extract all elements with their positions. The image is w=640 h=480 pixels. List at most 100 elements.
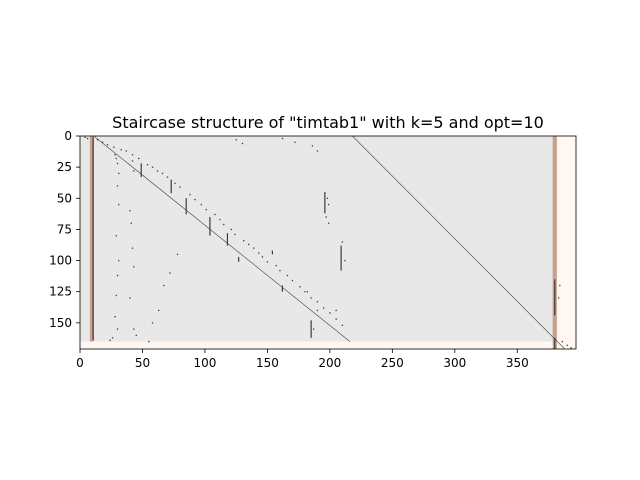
nonzero-point-46 [118,172,120,175]
nonzero-point-69 [163,284,165,287]
nonzero-point-73 [241,142,244,145]
nonzero-point-92 [566,344,568,346]
nonzero-point-42 [341,324,344,327]
nonzero-point-84 [306,291,309,293]
nonzero-point-24 [230,228,232,231]
y-tick-label-50: 50 [57,191,72,205]
nonzero-point-88 [335,309,337,312]
x-tick-label-150: 150 [256,356,279,370]
nonzero-point-91 [561,340,563,343]
nonzero-point-80 [325,216,327,218]
nonzero-point-13 [161,172,164,175]
chart-title: Staircase structure of "timtab1" with k=… [112,113,544,132]
nonzero-point-35 [291,279,294,282]
x-tick-label-250: 250 [381,356,404,370]
nonzero-point-27 [248,243,250,246]
nonzero-point-9 [138,157,140,160]
nonzero-point-37 [304,291,306,293]
nonzero-point-23 [223,223,225,226]
nonzero-point-45 [116,162,119,165]
nonzero-point-49 [115,235,117,237]
x-tick-label-350: 350 [506,356,529,370]
nonzero-point-50 [118,259,120,262]
nonzero-point-33 [279,269,281,272]
nonzero-point-58 [133,170,135,172]
nonzero-point-66 [148,340,150,343]
nonzero-point-43 [114,154,116,156]
nonzero-point-93 [570,347,572,349]
nonzero-point-82 [341,241,344,243]
nonzero-point-81 [328,222,330,224]
nonzero-point-6 [120,149,122,151]
nonzero-point-1 [86,137,89,140]
nonzero-point-25 [234,233,236,236]
nonzero-point-20 [205,208,207,211]
nonzero-point-39 [323,307,325,309]
nonzero-point-3 [101,141,104,143]
x-tick-label-300: 300 [443,356,466,370]
y-tick-label-125: 125 [49,285,72,299]
nonzero-point-76 [311,145,314,147]
nonzero-point-52 [115,294,117,297]
nonzero-point-18 [194,198,196,201]
nonzero-point-44 [115,157,117,160]
nonzero-point-65 [135,334,137,336]
nonzero-point-32 [275,264,277,267]
nonzero-point-54 [116,328,119,330]
y-tick-label-0: 0 [64,129,72,143]
nonzero-point-60 [130,222,132,224]
nonzero-point-68 [158,309,160,312]
nonzero-point-47 [116,185,119,187]
nonzero-point-0 [84,136,86,138]
nonzero-point-72 [235,139,237,141]
nonzero-point-63 [129,297,131,299]
nonzero-point-90 [557,297,560,299]
nonzero-point-41 [335,318,337,320]
nonzero-point-26 [243,240,245,242]
nonzero-point-56 [109,339,111,341]
x-tick-label-0: 0 [76,356,84,370]
nonzero-point-11 [151,166,154,168]
nonzero-point-8 [131,154,134,156]
nonzero-point-59 [129,210,131,212]
nonzero-point-40 [329,312,331,314]
nonzero-point-16 [179,186,181,188]
y-axis: 0 25 50 75 100 125 150 [49,129,80,330]
nonzero-point-19 [200,203,202,206]
x-tick-label-100: 100 [193,356,216,370]
nonzero-point-38 [316,301,319,303]
nonzero-point-29 [258,252,260,254]
nonzero-point-2 [96,139,99,141]
y-tick-label-100: 100 [49,254,72,268]
nonzero-point-77 [316,150,319,152]
x-tick-label-50: 50 [135,356,150,370]
y-tick-label-25: 25 [57,160,72,174]
nonzero-point-31 [266,261,269,263]
nonzero-point-89 [559,284,561,287]
nonzero-point-70 [169,272,171,274]
nonzero-point-83 [344,259,346,262]
nonzero-point-53 [114,316,116,318]
nonzero-point-74 [281,137,284,140]
nonzero-point-21 [214,213,216,216]
nonzero-point-86 [316,309,319,312]
axes-frame [79,135,577,350]
nonzero-point-10 [146,164,149,166]
nonzero-point-5 [113,146,115,148]
plot-area [80,135,576,350]
staircase-block-region [80,136,555,342]
highlight-column-0 [89,136,94,342]
nonzero-point-48 [118,203,120,206]
nonzero-point-30 [261,256,264,258]
nonzero-point-67 [151,322,154,324]
nonzero-point-57 [131,160,134,162]
y-tick-label-150: 150 [49,316,72,330]
nonzero-point-62 [133,266,135,268]
nonzero-point-87 [313,328,315,330]
nonzero-point-17 [189,193,191,196]
nonzero-point-64 [133,328,135,330]
diagonal-line-1 [352,135,565,350]
diagonal-line-0 [93,135,351,342]
nonzero-point-78 [326,197,329,199]
